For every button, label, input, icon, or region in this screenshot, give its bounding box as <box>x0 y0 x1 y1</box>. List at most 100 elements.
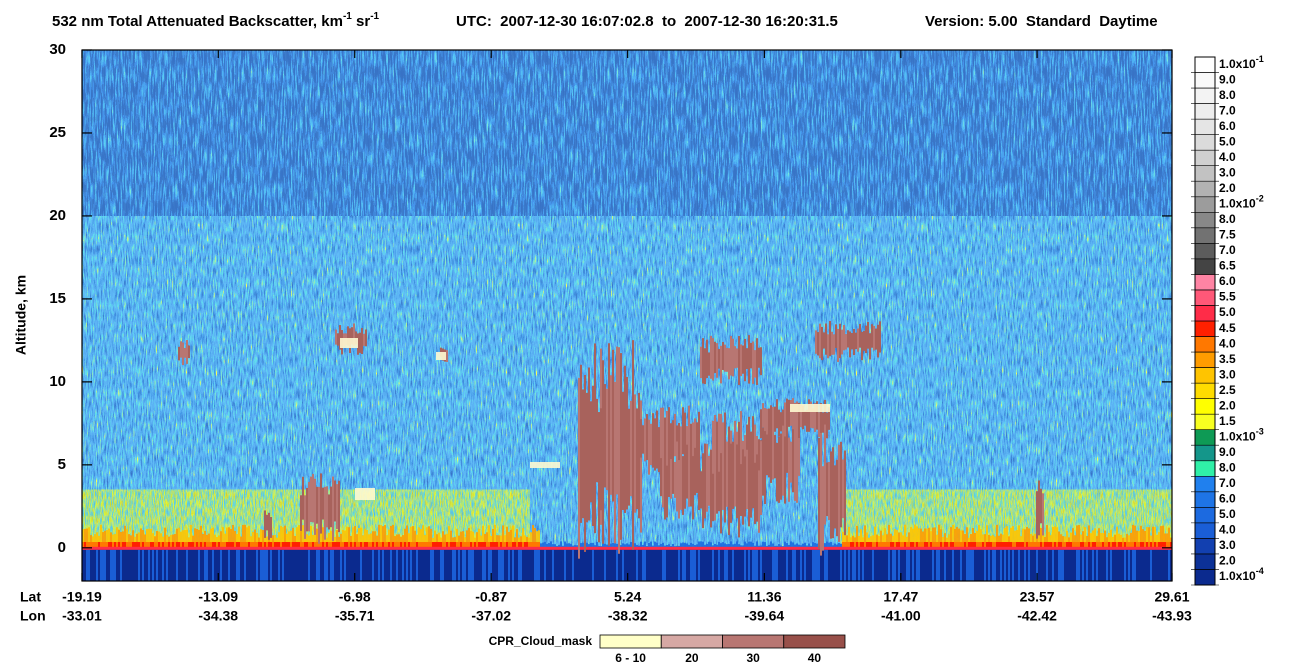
ground <box>496 549 498 581</box>
cloud-mask-area <box>590 401 592 503</box>
near-surface <box>446 542 448 548</box>
near-surface <box>958 542 960 548</box>
near-surface <box>252 531 254 548</box>
near-surface <box>878 536 880 548</box>
near-surface <box>1074 542 1076 548</box>
cloud-mask-area <box>334 480 336 522</box>
near-surface <box>1052 526 1054 548</box>
cloud-mask-area <box>690 453 692 507</box>
ground <box>878 549 880 581</box>
near-surface <box>140 542 142 548</box>
near-surface <box>302 525 304 548</box>
ground <box>1058 549 1060 581</box>
near-surface <box>538 542 540 548</box>
cloud-mask-area <box>802 405 804 430</box>
cloud-mask-area <box>604 384 606 488</box>
ground <box>334 549 336 581</box>
near-surface <box>98 542 100 548</box>
near-surface <box>172 542 174 548</box>
near-surface <box>1118 542 1120 548</box>
near-surface <box>126 542 128 548</box>
ground <box>116 549 118 581</box>
bright-layer <box>530 462 560 468</box>
near-surface <box>254 542 256 548</box>
near-surface <box>804 542 806 548</box>
ground <box>692 549 694 581</box>
ground <box>216 549 218 581</box>
ground <box>850 549 852 581</box>
cloud-mask-area <box>632 340 634 550</box>
near-surface <box>640 541 642 548</box>
cloud-mask-area <box>875 328 877 350</box>
ground <box>588 549 590 581</box>
ground <box>1056 549 1058 581</box>
cloud-mask-area <box>353 323 355 346</box>
near-surface <box>1018 525 1020 548</box>
ground <box>410 549 412 581</box>
ground <box>262 549 264 581</box>
ground <box>1044 549 1046 581</box>
ground <box>728 549 730 581</box>
near-surface <box>1158 532 1160 548</box>
near-surface <box>1092 542 1094 548</box>
cloud-mask-area <box>662 459 664 508</box>
near-surface <box>638 545 640 548</box>
near-surface <box>186 542 188 548</box>
near-surface <box>132 542 134 548</box>
near-surface <box>388 542 390 548</box>
near-surface <box>130 535 132 548</box>
colorbar-label: 7.0 <box>1219 476 1236 490</box>
near-surface <box>904 542 906 548</box>
near-surface <box>854 542 856 548</box>
cloud-mask-area <box>867 321 869 349</box>
ground <box>798 549 800 581</box>
ground <box>856 549 858 581</box>
near-surface <box>1022 542 1024 548</box>
near-surface <box>718 541 720 548</box>
cloud-mask-area <box>668 407 670 456</box>
ground <box>420 549 422 581</box>
near-surface <box>146 542 148 548</box>
lon-tick-label: -38.32 <box>608 608 648 624</box>
near-surface <box>222 542 224 548</box>
ground <box>452 549 454 581</box>
cloud-mask-area <box>714 415 716 477</box>
near-surface <box>394 536 396 548</box>
ground <box>638 549 640 581</box>
near-surface <box>1100 532 1102 548</box>
near-surface <box>262 530 264 548</box>
cloud-mask-area <box>744 338 746 382</box>
colorbar-label-exponent: -3 <box>1256 427 1264 437</box>
near-surface <box>416 542 418 548</box>
ground <box>562 549 564 581</box>
near-surface <box>1098 528 1100 548</box>
near-surface <box>472 542 474 548</box>
near-surface <box>990 542 992 548</box>
near-surface <box>274 534 276 548</box>
colorbar-label: 7.5 <box>1219 228 1236 242</box>
near-surface <box>340 533 342 548</box>
near-surface <box>944 533 946 548</box>
ground <box>690 549 692 581</box>
near-surface <box>142 542 144 548</box>
near-surface <box>510 542 512 548</box>
near-surface <box>508 542 510 548</box>
cloud-mask-area <box>825 323 827 355</box>
near-surface <box>270 528 272 548</box>
near-surface <box>688 544 690 548</box>
ground <box>464 549 466 581</box>
colorbar-label-exponent: -4 <box>1256 567 1264 577</box>
near-surface <box>848 542 850 548</box>
cloud-mask-area <box>664 459 666 520</box>
colorbar-label-text: 1.0x10 <box>1219 197 1256 211</box>
near-surface <box>900 542 902 548</box>
near-surface <box>212 542 214 548</box>
near-surface <box>1078 524 1080 548</box>
near-surface <box>224 533 226 548</box>
colorbar-swatch <box>1194 134 1216 151</box>
ground <box>112 549 114 581</box>
near-surface <box>170 534 172 548</box>
ground <box>194 549 196 581</box>
near-surface <box>922 531 924 548</box>
